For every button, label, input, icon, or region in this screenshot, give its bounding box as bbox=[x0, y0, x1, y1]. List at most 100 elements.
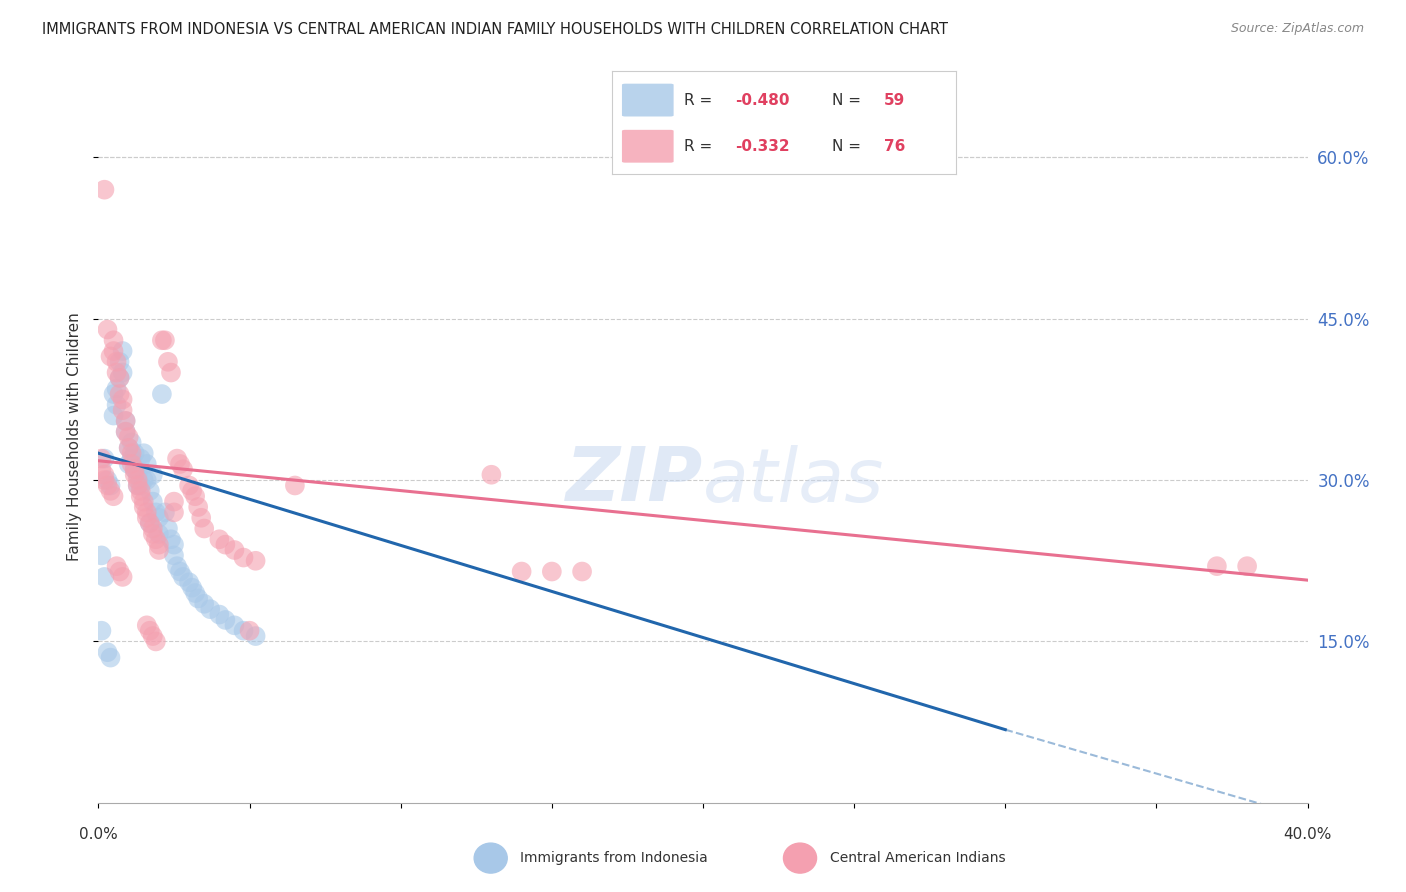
Point bbox=[124, 446, 146, 460]
Point bbox=[214, 613, 236, 627]
Point bbox=[153, 505, 176, 519]
Point bbox=[132, 446, 155, 460]
Point bbox=[142, 521, 165, 535]
Point bbox=[481, 467, 503, 482]
Point bbox=[142, 629, 165, 643]
Point bbox=[96, 473, 118, 487]
Point bbox=[90, 624, 112, 638]
Point bbox=[179, 478, 201, 492]
Point bbox=[108, 371, 131, 385]
Point bbox=[150, 333, 173, 347]
Point bbox=[145, 533, 167, 547]
Text: Immigrants from Indonesia: Immigrants from Indonesia bbox=[520, 851, 709, 865]
Point bbox=[105, 382, 128, 396]
Point bbox=[135, 505, 157, 519]
Text: 0.0%: 0.0% bbox=[79, 827, 118, 841]
Circle shape bbox=[474, 843, 508, 873]
Point bbox=[284, 478, 307, 492]
Point bbox=[139, 516, 162, 530]
Point bbox=[100, 478, 122, 492]
Point bbox=[118, 441, 141, 455]
Point bbox=[118, 430, 141, 444]
Point bbox=[179, 575, 201, 590]
Point bbox=[129, 489, 152, 503]
Text: IMMIGRANTS FROM INDONESIA VS CENTRAL AMERICAN INDIAN FAMILY HOUSEHOLDS WITH CHIL: IMMIGRANTS FROM INDONESIA VS CENTRAL AME… bbox=[42, 22, 948, 37]
Point bbox=[208, 607, 231, 622]
Point bbox=[163, 549, 186, 563]
Point bbox=[200, 602, 222, 616]
Point bbox=[100, 350, 122, 364]
Point bbox=[96, 645, 118, 659]
Point bbox=[105, 355, 128, 369]
Point bbox=[150, 387, 173, 401]
Point bbox=[169, 565, 191, 579]
Point bbox=[93, 473, 115, 487]
Text: R =: R = bbox=[683, 139, 717, 153]
Text: 76: 76 bbox=[884, 139, 905, 153]
Point bbox=[96, 322, 118, 336]
Point bbox=[187, 591, 209, 606]
Point bbox=[114, 414, 136, 428]
Point bbox=[114, 425, 136, 439]
Circle shape bbox=[783, 843, 817, 873]
Point bbox=[148, 527, 170, 541]
Point bbox=[172, 570, 194, 584]
Point bbox=[181, 483, 204, 498]
FancyBboxPatch shape bbox=[621, 130, 673, 162]
Point bbox=[124, 467, 146, 482]
Point bbox=[148, 510, 170, 524]
Point bbox=[103, 489, 125, 503]
Point bbox=[163, 494, 186, 508]
Point bbox=[124, 462, 146, 476]
Point bbox=[108, 565, 131, 579]
Point bbox=[139, 624, 162, 638]
Point bbox=[163, 538, 186, 552]
Point bbox=[172, 462, 194, 476]
Point bbox=[184, 586, 207, 600]
Point bbox=[187, 500, 209, 514]
Text: Central American Indians: Central American Indians bbox=[830, 851, 1005, 865]
Point bbox=[156, 521, 179, 535]
Point bbox=[160, 366, 183, 380]
Point bbox=[121, 435, 143, 450]
Point bbox=[142, 467, 165, 482]
Point bbox=[510, 565, 533, 579]
Point bbox=[208, 533, 231, 547]
Point bbox=[132, 473, 155, 487]
Text: atlas: atlas bbox=[703, 445, 884, 517]
Point bbox=[166, 559, 188, 574]
Point bbox=[93, 183, 115, 197]
Point bbox=[160, 533, 183, 547]
Point bbox=[111, 403, 134, 417]
Point bbox=[124, 462, 146, 476]
Point bbox=[139, 516, 162, 530]
Text: Source: ZipAtlas.com: Source: ZipAtlas.com bbox=[1230, 22, 1364, 36]
Point bbox=[1206, 559, 1229, 574]
Point bbox=[121, 451, 143, 466]
Point bbox=[127, 467, 149, 482]
Point bbox=[163, 505, 186, 519]
Point bbox=[114, 414, 136, 428]
Text: N =: N = bbox=[832, 93, 866, 108]
Point bbox=[184, 489, 207, 503]
Point bbox=[105, 366, 128, 380]
Point bbox=[111, 366, 134, 380]
Point bbox=[93, 451, 115, 466]
Text: ZIP: ZIP bbox=[565, 444, 703, 517]
Text: N =: N = bbox=[832, 139, 866, 153]
Point bbox=[90, 451, 112, 466]
Point bbox=[103, 409, 125, 423]
Text: 59: 59 bbox=[884, 93, 905, 108]
Text: R =: R = bbox=[683, 93, 717, 108]
Point bbox=[169, 457, 191, 471]
Point bbox=[105, 559, 128, 574]
Point bbox=[129, 451, 152, 466]
Point bbox=[224, 543, 246, 558]
Point bbox=[239, 624, 262, 638]
Point bbox=[114, 425, 136, 439]
Point bbox=[132, 500, 155, 514]
Point bbox=[103, 344, 125, 359]
Point bbox=[118, 457, 141, 471]
Point bbox=[111, 392, 134, 407]
Point bbox=[181, 581, 204, 595]
